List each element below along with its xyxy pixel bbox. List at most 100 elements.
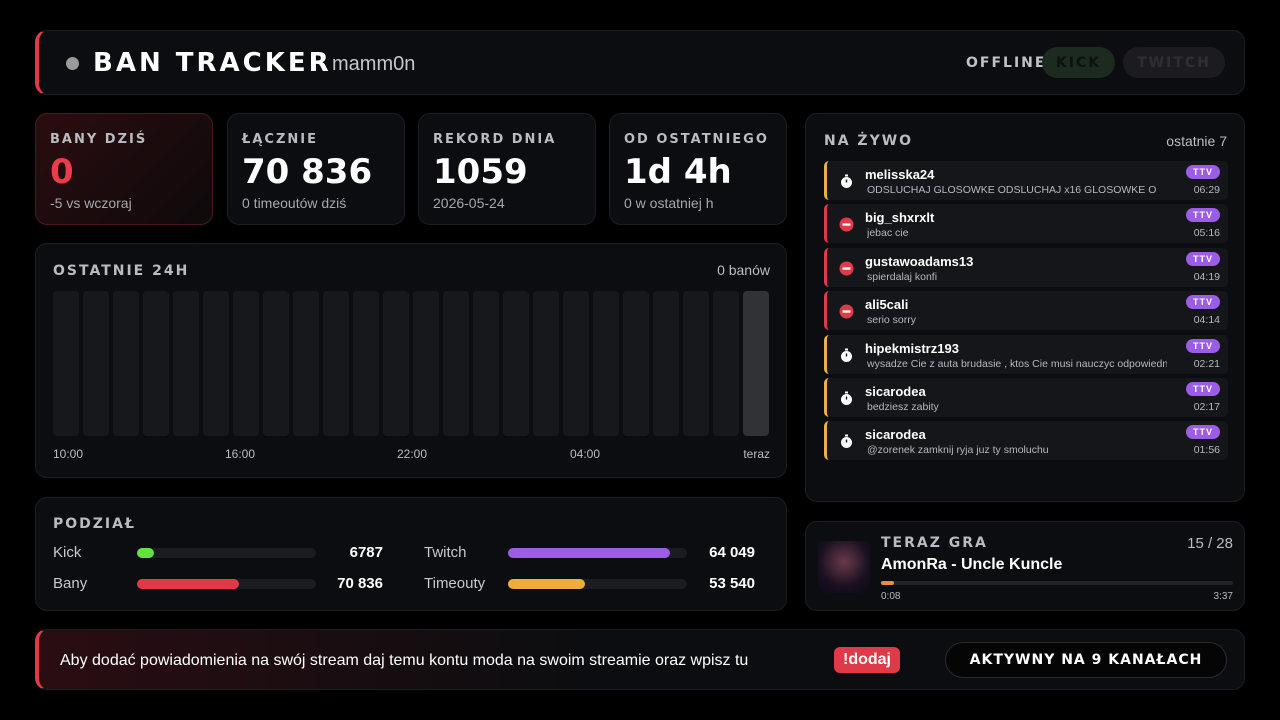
hour-bar-track xyxy=(473,291,499,436)
status: OFFLINE xyxy=(966,55,1047,71)
stat-card: ŁĄCZNIE 70 836 0 timeoutów dziś xyxy=(227,113,405,225)
hour-bar-track xyxy=(113,291,139,436)
split-value: 64 049 xyxy=(709,544,755,561)
hour-bar-track xyxy=(353,291,379,436)
twitch-button[interactable]: TWITCH xyxy=(1123,47,1225,78)
live-item: melisska24 ODSLUCHAJ GLOSOWKE ODSLUCHAJ x… xyxy=(824,161,1228,200)
hour-bar-track xyxy=(533,291,559,436)
panel-title: TERAZ GRA xyxy=(881,535,988,551)
split-track xyxy=(508,579,687,589)
icon xyxy=(841,391,852,405)
message: @zorenek zamknij ryja juz ty smoluchu xyxy=(867,444,1049,457)
message: wysadze Cie z auta brudasie , ktos Cie m… xyxy=(867,357,1167,370)
progress-track xyxy=(881,581,1233,585)
elapsed: 0:08 xyxy=(881,591,901,602)
hour-bar-track xyxy=(443,291,469,436)
badge: TTV xyxy=(1186,338,1220,353)
username: sicarodea xyxy=(865,427,926,443)
panel-title: OSTATNIE 24H xyxy=(53,263,190,279)
badge: TTV xyxy=(1186,208,1220,223)
live-item: ali5cali serio sorry TTV 04:14 xyxy=(824,291,1228,331)
live-panel: NA ŻYWO ostatnie 7 melisska24 ODSLUCHAJ G… xyxy=(805,113,1245,502)
queue-position: 15 / 28 xyxy=(1187,535,1233,552)
live-item: sicarodea bedziesz zabity TTV 02:17 xyxy=(824,378,1228,417)
progress-fill xyxy=(881,581,894,585)
card-note: 0 w ostatniej h xyxy=(624,195,714,211)
kick-button[interactable]: KICK xyxy=(1042,47,1115,78)
username: gustawoadams13 xyxy=(865,253,974,269)
hour-bar-track xyxy=(53,291,79,436)
footer-text: Aby dodać powiadomienia na swój stream d… xyxy=(60,652,749,669)
hour-bar-track xyxy=(743,291,769,436)
live-item: sicarodea @zorenek zamknij ryja juz ty sm… xyxy=(824,421,1228,461)
time: 01:56 xyxy=(1193,444,1220,457)
split-bar xyxy=(508,579,586,589)
card-note: -5 vs wczoraj xyxy=(50,195,132,211)
album-art xyxy=(818,541,870,593)
hour-bar-track xyxy=(713,291,739,436)
hour-bar-track xyxy=(263,291,289,436)
split-track xyxy=(508,548,687,558)
hour-bar-track xyxy=(383,291,409,436)
live-item: big_shxrxlt jebac cie TTV 05:16 xyxy=(824,204,1228,244)
header: BAN TRACKER mamm0n OFFLINE KICK TWITCH xyxy=(35,30,1245,95)
hour-bar-track xyxy=(173,291,199,436)
card-note: 2026-05-24 xyxy=(433,195,505,211)
icon xyxy=(839,304,854,319)
hour-bar-track xyxy=(563,291,589,436)
split-bar xyxy=(508,548,670,558)
subtitle: ostatnie 7 xyxy=(1166,133,1227,149)
split-label: Twitch xyxy=(424,544,467,561)
split-track xyxy=(137,579,316,589)
split-label: Kick xyxy=(53,544,82,561)
hour-bar-track xyxy=(293,291,319,436)
stat-card: BANY DZIŚ 0 -5 vs wczoraj xyxy=(35,113,213,225)
icon xyxy=(841,434,852,449)
split-panel: PODZIAŁ Kick 6787 Twitch 64 049 Bany 70 836 Ti… xyxy=(35,497,787,611)
hour-bar-track xyxy=(503,291,529,436)
username: melisska24 xyxy=(865,167,935,182)
panel-title: NA ŻYWO xyxy=(824,133,914,149)
icon xyxy=(839,217,854,232)
stat-card: OD OSTATNIEGO 1d 4h 0 w ostatniej h xyxy=(609,113,787,225)
message: ODSLUCHAJ GLOSOWKE ODSLUCHAJ x16 GLOSOWK… xyxy=(867,184,1157,196)
active-channels: AKTYWNY NA 9 KANAŁACH xyxy=(945,642,1227,678)
hour-bar-track xyxy=(623,291,649,436)
hour-bar-track xyxy=(413,291,439,436)
x-label: 16:00 xyxy=(225,447,256,461)
split-bar xyxy=(137,579,239,589)
card-label: OD OSTATNIEGO xyxy=(624,132,769,147)
time: 04:19 xyxy=(1193,270,1220,283)
stat-card: REKORD DNIA 1059 2026-05-24 xyxy=(418,113,596,225)
message: serio sorry xyxy=(867,314,917,327)
time: 02:17 xyxy=(1193,401,1220,413)
x-label: 22:00 xyxy=(397,447,428,461)
card-note: 0 timeoutów dziś xyxy=(242,195,347,211)
time: 06:29 xyxy=(1193,184,1220,196)
card-label: BANY DZIŚ xyxy=(50,132,148,147)
last-24h-panel: OSTATNIE 24H 0 banów 10:00 16:00 22:00 04:0… xyxy=(35,243,787,478)
hour-bar-track xyxy=(683,291,709,436)
hour-bar-track xyxy=(653,291,679,436)
duration: 3:37 xyxy=(1213,591,1233,602)
icon xyxy=(841,174,852,188)
icon xyxy=(839,261,854,276)
message: jebac cie xyxy=(867,227,909,240)
hour-bar-track xyxy=(233,291,259,436)
badge: TTV xyxy=(1186,251,1220,266)
live-item: hipekmistrz193 wysadze Cie z auta brudasi… xyxy=(824,334,1228,374)
x-label: teraz xyxy=(743,447,770,461)
card-label: REKORD DNIA xyxy=(433,132,557,147)
badge: TTV xyxy=(1186,382,1220,396)
hour-bar-track xyxy=(323,291,349,436)
username: sicarodea xyxy=(865,384,926,399)
x-label: 04:00 xyxy=(570,447,601,461)
split-label: Bany xyxy=(53,575,88,592)
time: 05:16 xyxy=(1193,227,1220,240)
hour-bar-track xyxy=(593,291,619,436)
username: mamm0n xyxy=(332,53,416,75)
split-track xyxy=(137,548,316,558)
command: !dodaj xyxy=(834,647,900,673)
app-title: BAN TRACKER xyxy=(93,48,332,78)
